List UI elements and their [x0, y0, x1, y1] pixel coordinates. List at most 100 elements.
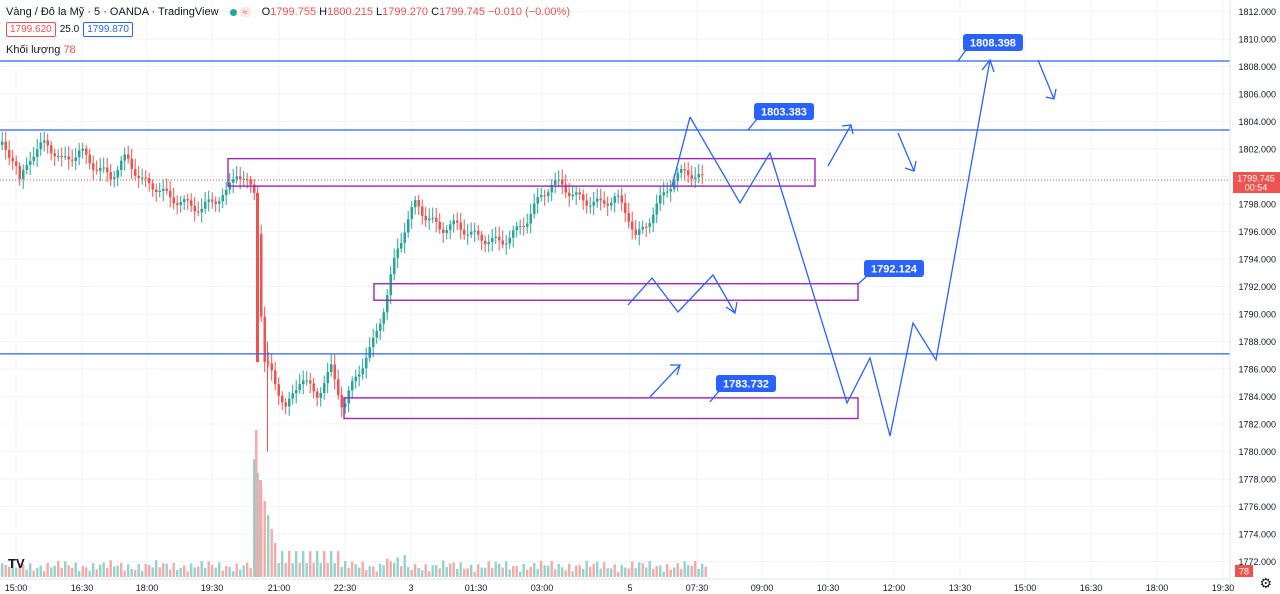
candle-body	[641, 226, 644, 230]
volume-bar	[596, 561, 599, 577]
volume-bar	[193, 567, 196, 577]
sell-price-button[interactable]: 1799.620	[6, 22, 56, 37]
volume-bar	[183, 565, 186, 577]
volume-bar	[169, 569, 172, 577]
candle-body	[340, 395, 343, 408]
candle-body	[599, 198, 602, 201]
candle-body	[249, 179, 252, 185]
candle-body	[169, 190, 172, 198]
buy-price-button[interactable]: 1799.870	[83, 22, 133, 37]
candle-body	[449, 224, 452, 231]
volume-bar	[697, 569, 700, 577]
volume-bar	[267, 515, 270, 577]
candle-body	[316, 391, 319, 398]
current-price-value: 1799.745	[1237, 174, 1275, 184]
candle-body	[344, 403, 347, 408]
candle-body	[165, 188, 168, 191]
projection-path	[827, 124, 852, 167]
candle-body	[134, 169, 137, 176]
candle-body	[470, 231, 473, 235]
settings-gear-icon[interactable]: ⚙	[1259, 575, 1272, 591]
volume-bar	[109, 560, 112, 577]
volume-bar	[659, 565, 662, 577]
candle-body	[88, 154, 91, 164]
level-labels: 1808.398 1803.383 1792.124 1783.732	[709, 34, 1023, 403]
candle-body	[428, 218, 431, 221]
volume-bar	[442, 560, 445, 577]
candle-body	[491, 237, 494, 243]
volume-bar	[428, 571, 431, 577]
volume-bar	[358, 567, 361, 577]
zone-rectangle	[343, 397, 859, 420]
volume-bar	[351, 561, 354, 577]
price-tick-label: 1796.000	[1238, 227, 1276, 237]
candle-body	[519, 225, 522, 227]
volume-bar	[547, 565, 550, 577]
candle-body	[655, 203, 658, 215]
volume-bar	[36, 567, 39, 577]
candle-body	[407, 219, 410, 233]
candle-body	[624, 202, 627, 214]
candle-body	[246, 178, 249, 180]
price-tick-label: 1806.000	[1238, 90, 1276, 100]
volume-bar	[410, 569, 413, 577]
volume-bar	[379, 563, 382, 577]
volume-bar	[445, 566, 448, 577]
volume-legend[interactable]: Khối lượng 78	[6, 44, 76, 56]
callout-pointer	[957, 49, 967, 62]
volume-bar	[207, 561, 210, 577]
volume-bar	[676, 563, 679, 577]
candle-body	[60, 156, 63, 158]
candle-body	[386, 295, 389, 313]
candle-body	[508, 237, 511, 244]
candle-body	[183, 199, 186, 203]
candle-body	[218, 201, 221, 204]
volume-bar	[372, 566, 375, 577]
volume-bar	[690, 565, 693, 577]
indicator-icon[interactable]: ≈	[239, 7, 251, 17]
price-tick-label: 1804.000	[1238, 117, 1276, 127]
candle-body	[200, 208, 203, 213]
volume-bar	[95, 569, 98, 577]
volume-bar	[172, 562, 175, 577]
volume-bar	[624, 567, 627, 577]
volume-bar	[631, 561, 634, 577]
chart-legend: Vàng / Đô la Mỹ · 5 · OANDA · TradingVie…	[6, 6, 570, 18]
volume-bar	[365, 570, 368, 577]
volume-bar	[85, 567, 88, 577]
volume-bar	[617, 571, 620, 577]
volume-bar	[431, 565, 434, 577]
candle-body	[354, 376, 357, 382]
price-tick-label: 1772.000	[1238, 557, 1276, 567]
candle-body	[148, 178, 151, 184]
candle-body	[4, 141, 7, 150]
volume-bar	[295, 551, 298, 577]
candle-body	[358, 374, 361, 377]
volume-bar	[158, 567, 161, 577]
volume-bar	[291, 562, 294, 577]
candle-body	[197, 211, 200, 213]
symbol-title[interactable]: Vàng / Đô la Mỹ · 5 · OANDA · TradingVie…	[6, 6, 219, 18]
time-tick-label: 10:30	[817, 583, 840, 593]
tradingview-logo-icon[interactable]: TV	[8, 556, 25, 571]
candle-body	[190, 200, 193, 206]
projection-path	[1037, 59, 1055, 100]
zone-rectangles	[227, 157, 859, 420]
volume-bar	[221, 570, 224, 577]
price-axis: 1772.000 1774.000 1776.000 1778.000 1780.000…	[1229, 0, 1280, 594]
candle-body	[540, 195, 543, 198]
time-tick-label: 13:30	[949, 583, 972, 593]
candle-body	[529, 213, 532, 224]
projection-path	[897, 132, 915, 172]
volume-bar	[102, 562, 105, 577]
volume-bar	[438, 568, 441, 577]
candle-body	[298, 384, 301, 391]
candle-body	[417, 200, 420, 207]
candle-body	[379, 323, 382, 331]
price-tick-label: 1794.000	[1238, 255, 1276, 265]
volume-bar	[561, 567, 564, 577]
candle-body	[435, 217, 438, 222]
volume-bar	[259, 480, 262, 577]
open-value: 1799.755	[270, 6, 317, 18]
